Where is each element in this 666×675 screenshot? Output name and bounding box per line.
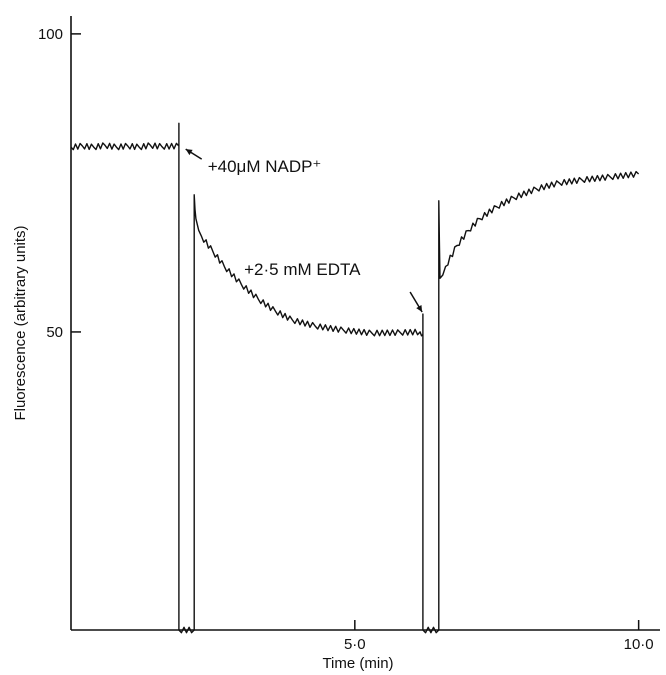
x-axis-title: Time (min): [322, 655, 393, 672]
nadp-annotation: +40μM NADP⁺: [208, 157, 322, 176]
x-tick-label-0: 5·0: [344, 636, 366, 653]
annotation-layer: +40μM NADP⁺ +2·5 mM EDTA: [185, 148, 423, 313]
y-ticks: 50 100: [38, 26, 81, 341]
x-ticks: 5·0 10·0: [344, 620, 654, 653]
y-axis-title: Fluorescence (arbitrary units): [12, 225, 29, 420]
series-line-0: [70, 122, 640, 634]
series-layer: [70, 122, 640, 634]
y-tick-label-1: 100: [38, 26, 63, 43]
nadp-arrowhead: [185, 149, 193, 156]
plot-frame: [70, 16, 660, 631]
edta-annotation: +2·5 mM EDTA: [244, 260, 361, 279]
x-tick-label-1: 10·0: [624, 636, 654, 653]
edta-arrowhead: [416, 305, 423, 313]
y-tick-label-0: 50: [46, 324, 63, 341]
